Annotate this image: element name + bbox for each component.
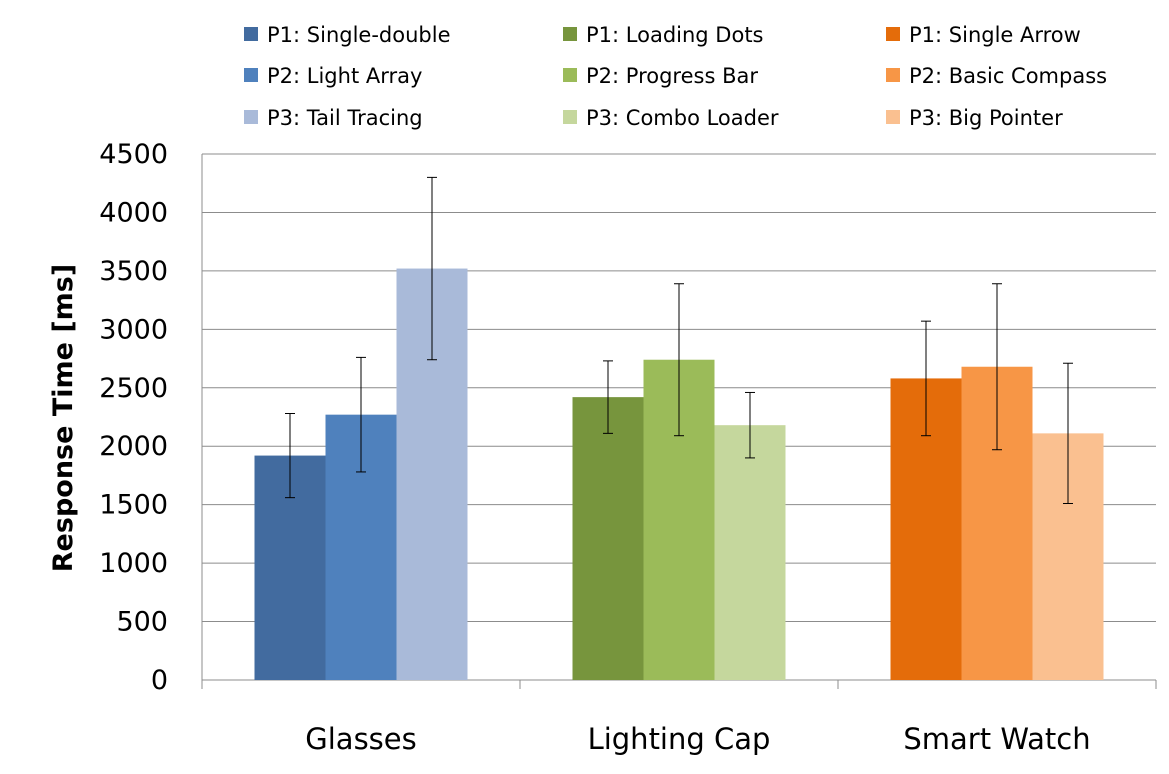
x-category-label: Glasses (305, 722, 416, 756)
legend-swatch (563, 27, 577, 41)
bars (254, 268, 1104, 680)
legend-label: P2: Light Array (267, 64, 422, 88)
y-tick-label: 0 (151, 665, 168, 696)
legend: P1: Single-double P1: Loading Dots P1: Sin… (244, 23, 1107, 130)
legend-label: P2: Progress Bar (586, 64, 758, 88)
legend-label: P3: Tail Tracing (267, 106, 423, 130)
legend-swatch (886, 27, 900, 41)
x-category-label: Lighting Cap (588, 722, 771, 756)
legend-swatch (563, 110, 577, 124)
y-tick-label: 3500 (99, 256, 168, 287)
bar (714, 425, 786, 680)
y-tick-label: 1000 (99, 548, 168, 579)
y-tick-label: 3000 (99, 314, 168, 345)
error-bars (285, 176, 1073, 504)
y-axis-title: Response Time [ms] (48, 264, 79, 572)
y-tick-label: 500 (116, 607, 168, 638)
legend-swatch (886, 110, 900, 124)
legend-label: P1: Loading Dots (586, 23, 764, 47)
y-tick-label: 4500 (99, 139, 168, 170)
y-tick-label: 4000 (99, 197, 168, 228)
legend-swatch (244, 68, 258, 82)
x-category-label: Smart Watch (903, 722, 1090, 756)
legend-label: P1: Single-double (267, 23, 450, 47)
y-tick-label: 1500 (99, 490, 168, 521)
y-tick-label: 2500 (99, 373, 168, 404)
legend-label: P2: Basic Compass (909, 64, 1107, 88)
legend-label: P3: Combo Loader (586, 106, 779, 130)
legend-swatch (244, 27, 258, 41)
bar (572, 397, 644, 680)
legend-swatch (244, 110, 258, 124)
legend-swatch (886, 68, 900, 82)
legend-label: P1: Single Arrow (909, 23, 1081, 47)
y-tick-label: 2000 (99, 431, 168, 462)
legend-swatch (563, 68, 577, 82)
legend-label: P3: Big Pointer (909, 106, 1063, 130)
